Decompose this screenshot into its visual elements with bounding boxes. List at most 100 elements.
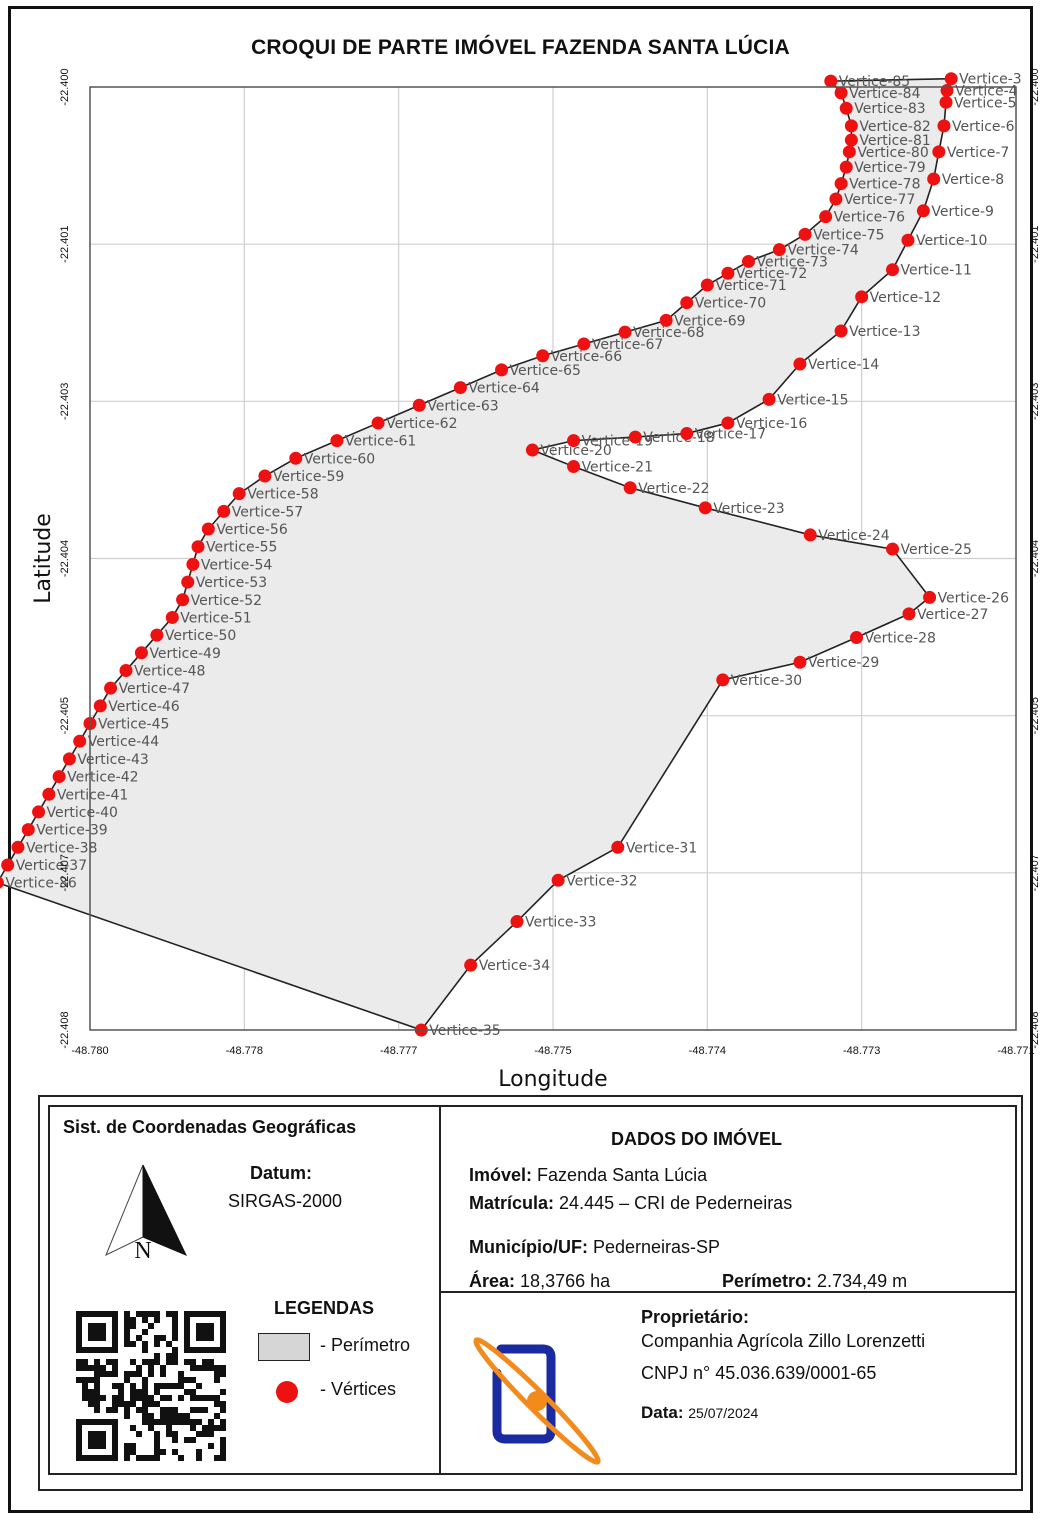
- vertex-point: [844, 119, 858, 133]
- vertex-point: [680, 296, 694, 310]
- vertex-point: [716, 673, 730, 687]
- vertex-point: [623, 481, 637, 495]
- vertex-label: Vertice-61: [345, 434, 416, 450]
- datum-value: SIRGAS-2000: [228, 1191, 343, 1211]
- vertex-label: Vertice-11: [901, 263, 972, 279]
- x-tick-label: -48.775: [534, 1045, 571, 1057]
- vertex-label: Vertice-3: [959, 72, 1022, 88]
- vertex-label: Vertice-9: [931, 204, 994, 220]
- vertex-point: [937, 119, 951, 133]
- vertex-point: [698, 501, 712, 515]
- vertex-point: [577, 337, 591, 351]
- vertex-point: [819, 210, 833, 224]
- area-label: Área:: [469, 1271, 516, 1291]
- vertex-point: [628, 430, 642, 444]
- vertex-label: Vertice-35: [429, 1023, 500, 1039]
- owner-cell: Proprietário: Companhia Agrícola Zillo L…: [439, 1291, 1017, 1475]
- y-tick-label-left: -22.401: [59, 226, 71, 263]
- vertex-point: [412, 398, 426, 412]
- y-tick-label-left: -22.408: [59, 1011, 71, 1048]
- vertex-point: [134, 646, 148, 660]
- vertex-point: [850, 630, 864, 644]
- vertex-label: Vertice-50: [165, 628, 236, 644]
- y-tick-label-left: -22.403: [59, 383, 71, 420]
- y-tick-label-left: -22.400: [59, 68, 71, 105]
- vertex-label: Vertice-62: [386, 416, 457, 432]
- date-label: Data:: [641, 1403, 684, 1422]
- vertex-label: Vertice-73: [756, 254, 827, 270]
- vertex-point: [793, 655, 807, 669]
- municipio-value: Pederneiras-SP: [593, 1237, 721, 1257]
- vertex-point: [104, 681, 118, 695]
- vertex-label: Vertice-31: [626, 840, 697, 856]
- vertex-point: [150, 628, 164, 642]
- vertex-label: Vertice-29: [808, 655, 879, 671]
- vertex-point: [940, 84, 954, 98]
- vertex-label: Vertice-18: [643, 430, 714, 446]
- vertex-label: Vertice-16: [736, 416, 808, 432]
- datum-label: Datum:: [250, 1163, 312, 1183]
- vertex-label: Vertice-76: [834, 210, 906, 226]
- y-tick-label-right: -22.408: [1029, 1011, 1041, 1048]
- vertex-point: [201, 522, 215, 536]
- vertex-point: [93, 699, 107, 713]
- imovel-label: Imóvel:: [469, 1165, 533, 1185]
- north-arrow-icon: N: [105, 1164, 188, 1264]
- vertex-label: Vertice-33: [525, 915, 596, 931]
- y-tick-label-left: -22.407: [59, 854, 71, 891]
- vertex-label: Vertice-69: [674, 313, 745, 329]
- vertex-point: [834, 86, 848, 100]
- vertex-point: [42, 787, 56, 801]
- vertex-point: [371, 416, 385, 430]
- vertex-point: [741, 254, 755, 268]
- vertex-label: Vertice-70: [695, 296, 766, 312]
- qr-code-icon: [76, 1311, 226, 1461]
- x-tick-label: -48.774: [689, 1045, 726, 1057]
- vertex-label: Vertice-6: [952, 119, 1015, 135]
- x-tick-label: -48.773: [843, 1045, 880, 1057]
- area-value: 18,3766 ha: [520, 1271, 611, 1291]
- perimeter-swatch: [258, 1333, 310, 1361]
- vertex-label: Vertice-19: [582, 434, 653, 450]
- vertex-point: [803, 528, 817, 542]
- vertex-label: Vertice-20: [540, 443, 611, 459]
- vertex-point: [829, 192, 843, 206]
- vertex-point: [932, 145, 946, 159]
- vertex-point: [834, 177, 848, 191]
- vertex-point: [62, 752, 76, 766]
- vertex-label: Vertice-5: [954, 95, 1017, 111]
- vertex-label: Vertice-51: [180, 610, 251, 626]
- vertex-label: Vertice-42: [67, 770, 138, 786]
- company-logo: [473, 1337, 601, 1465]
- vertex-point: [551, 873, 565, 887]
- vertex-label: Vertice-23: [713, 501, 784, 517]
- vertex-label: Vertice-67: [592, 337, 663, 353]
- vertex-point: [191, 540, 205, 554]
- property-data-title: DADOS DO IMÓVEL: [611, 1129, 783, 1149]
- vertex-label: Vertice-13: [849, 324, 920, 340]
- vertex-label: Vertice-84: [849, 86, 921, 102]
- vertex-point: [525, 443, 539, 457]
- vertex-legend-label: - Vértices: [320, 1379, 397, 1399]
- vertex-label: Vertice-58: [247, 487, 318, 503]
- vertex-label: Vertice-14: [808, 357, 880, 373]
- vertex-label: Vertice-77: [844, 192, 915, 208]
- vertex-label: Vertice-72: [736, 266, 807, 282]
- map-title: CROQUI DE PARTE IMÓVEL FAZENDA SANTA LÚC…: [251, 36, 790, 59]
- vertex-point: [119, 663, 133, 677]
- vertex-label: Vertice-8: [942, 172, 1005, 188]
- vertex-label: Vertice-82: [859, 119, 930, 135]
- x-tick-label: -48.771: [997, 1045, 1034, 1057]
- vertex-label: Vertice-55: [206, 540, 277, 556]
- vertex-label: Vertice-40: [47, 805, 118, 821]
- vertex-label: Vertice-27: [917, 607, 988, 623]
- vertex-label: Vertice-54: [201, 557, 273, 573]
- vertex-point: [927, 172, 941, 186]
- vertex-label: Vertice-10: [916, 233, 987, 249]
- perimetro-label: Perímetro:: [722, 1271, 813, 1291]
- vertex-label: Vertice-75: [813, 227, 884, 243]
- vertex-label: Vertice-52: [191, 593, 262, 609]
- vertex-label: Vertice-53: [196, 575, 267, 591]
- vertex-point: [842, 145, 856, 159]
- y-tick-label-right: -22.407: [1029, 854, 1041, 891]
